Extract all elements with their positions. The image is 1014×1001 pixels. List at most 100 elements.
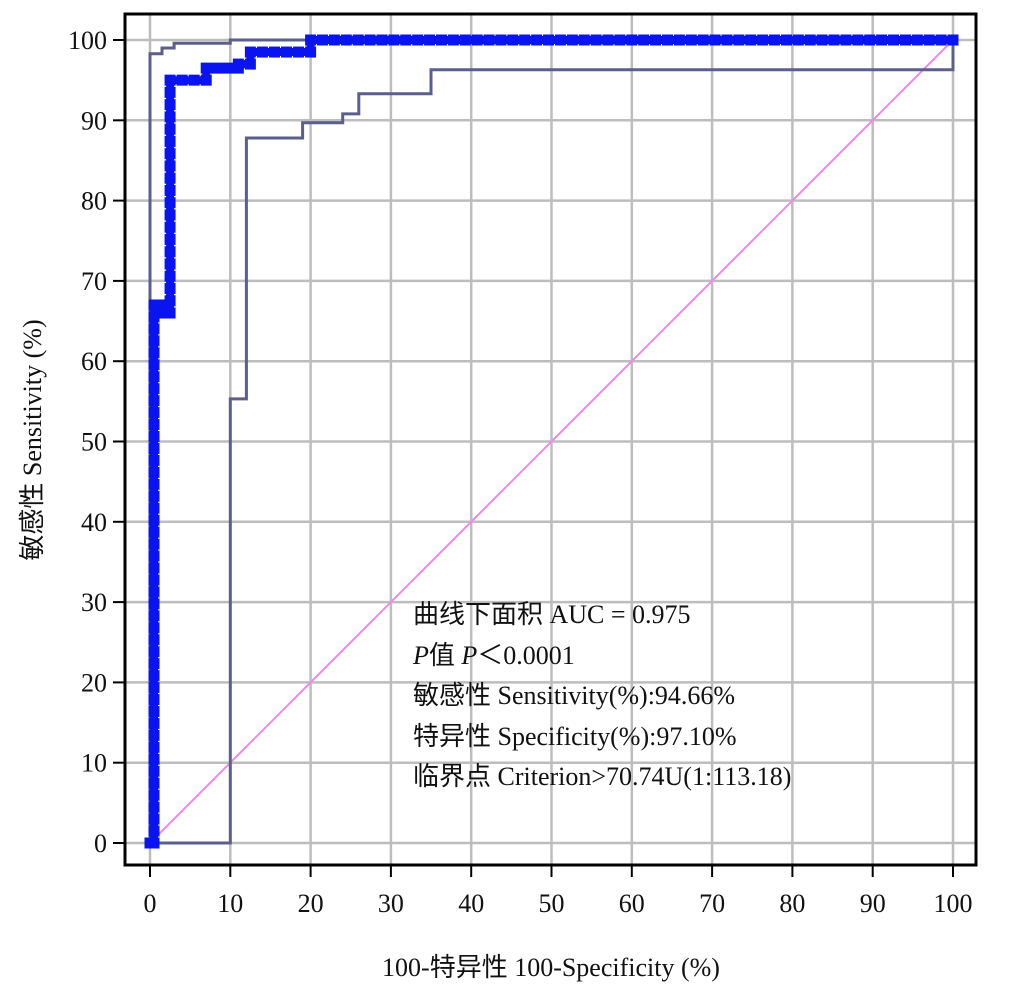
x-tick-label: 30 <box>378 889 404 918</box>
roc-point <box>614 34 626 46</box>
roc-point <box>164 307 176 319</box>
roc-point <box>495 34 507 46</box>
roc-point <box>852 34 864 46</box>
roc-point <box>148 825 160 837</box>
roc-point <box>148 478 160 490</box>
roc-point <box>148 741 160 753</box>
annotation-specificity: 特异性 Specificity(%):97.10% <box>413 722 737 751</box>
roc-point <box>188 74 200 86</box>
roc-point <box>685 34 697 46</box>
roc-point <box>164 160 176 172</box>
roc-point <box>148 335 160 347</box>
y-tick-label: 60 <box>81 347 107 376</box>
roc-point <box>650 34 662 46</box>
roc-point <box>148 682 160 694</box>
roc-point <box>211 62 223 74</box>
roc-point <box>244 58 256 70</box>
roc-point <box>148 598 160 610</box>
x-tick-label: 60 <box>619 889 645 918</box>
y-tick-label: 80 <box>81 187 107 216</box>
roc-point <box>697 34 709 46</box>
roc-point <box>828 34 840 46</box>
roc-point <box>148 514 160 526</box>
roc-point <box>148 765 160 777</box>
roc-point <box>721 34 733 46</box>
roc-point <box>176 74 188 86</box>
roc-point <box>757 34 769 46</box>
roc-point <box>923 34 935 46</box>
roc-point <box>164 172 176 184</box>
roc-point <box>148 383 160 395</box>
roc-point <box>507 34 519 46</box>
roc-point <box>148 395 160 407</box>
roc-point <box>164 246 176 258</box>
series-layer <box>144 34 959 849</box>
roc-point <box>733 34 745 46</box>
roc-point <box>148 490 160 502</box>
upper-ci-line <box>148 38 953 843</box>
roc-point <box>447 34 459 46</box>
roc-point <box>638 34 650 46</box>
roc-point <box>164 99 176 111</box>
x-tick-label: 10 <box>217 889 243 918</box>
roc-point <box>792 34 804 46</box>
roc-point <box>148 646 160 658</box>
roc-point <box>164 233 176 245</box>
annotation-auc: 曲线下面积 AUC = 0.975 <box>413 600 691 629</box>
roc-point <box>164 148 176 160</box>
roc-point <box>164 258 176 270</box>
x-tick-label: 90 <box>860 889 886 918</box>
roc-point <box>148 753 160 765</box>
axis-ticks: 0 10 20 30 40 50 60 70 80 90 100 0 10 20 30 40 50 60 70 80 9… <box>68 26 973 918</box>
roc-point <box>222 62 234 74</box>
roc-point <box>164 197 176 209</box>
roc-point <box>148 717 160 729</box>
annotation-criterion: 临界点 Criterion>70.74U(1:113.18) <box>413 762 791 791</box>
roc-point <box>840 34 852 46</box>
roc-point <box>305 34 317 46</box>
y-tick-label: 0 <box>94 829 107 858</box>
roc-point <box>424 34 436 46</box>
roc-point <box>780 34 792 46</box>
roc-point <box>148 550 160 562</box>
roc-point <box>148 454 160 466</box>
roc-point <box>148 347 160 359</box>
y-tick-label: 90 <box>81 106 107 135</box>
roc-point <box>200 74 212 86</box>
roc-point <box>816 34 828 46</box>
roc-point <box>340 34 352 46</box>
y-tick-label: 100 <box>68 26 107 55</box>
roc-point <box>164 135 176 147</box>
y-tick-label: 30 <box>81 588 107 617</box>
roc-point <box>281 46 293 58</box>
roc-point <box>148 670 160 682</box>
y-tick-label: 70 <box>81 267 107 296</box>
roc-point <box>745 34 757 46</box>
roc-point <box>661 34 673 46</box>
y-tick-label: 50 <box>81 428 107 457</box>
roc-point <box>148 586 160 598</box>
roc-point <box>888 34 900 46</box>
p-rest: ＜0.0001 <box>477 641 575 670</box>
roc-point <box>148 658 160 670</box>
roc-point <box>554 34 566 46</box>
roc-point <box>148 610 160 622</box>
roc-point <box>804 34 816 46</box>
roc-point <box>709 34 721 46</box>
roc-point <box>148 466 160 478</box>
roc-point <box>164 111 176 123</box>
x-tick-label: 50 <box>539 889 565 918</box>
roc-point <box>769 34 781 46</box>
annotation-sensitivity: 敏感性 Sensitivity(%):94.66% <box>413 681 735 710</box>
roc-point <box>148 431 160 443</box>
roc-point <box>244 46 256 58</box>
p-zhi: 值 <box>429 641 462 670</box>
roc-point <box>148 694 160 706</box>
roc-point <box>148 419 160 431</box>
roc-point <box>164 209 176 221</box>
roc-point <box>148 789 160 801</box>
x-tick-label: 20 <box>298 889 324 918</box>
roc-point <box>519 34 531 46</box>
roc-point <box>148 371 160 383</box>
